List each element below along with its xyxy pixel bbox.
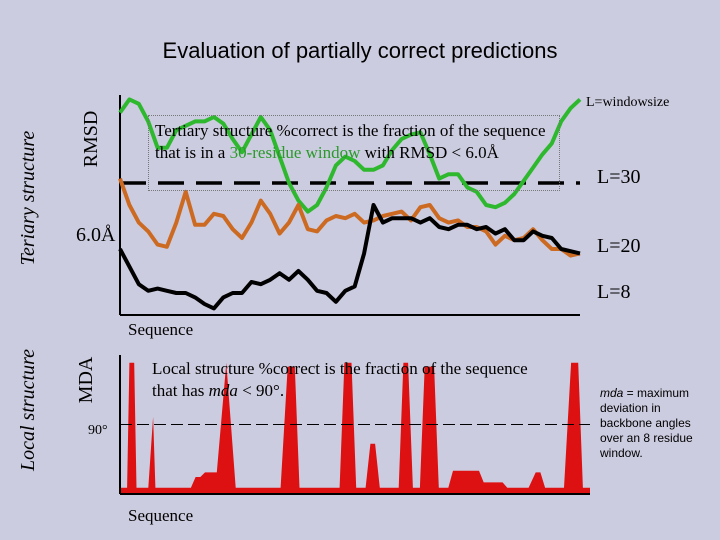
series-line-l-30	[118, 97, 582, 214]
x-axis-label-top: Sequence	[128, 320, 194, 339]
legend-l8: L=8	[597, 281, 631, 303]
tertiary-note-pre: Tertiary structure %correct is the fract…	[155, 121, 546, 162]
page-title: Evaluation of partially correct predicti…	[162, 38, 558, 63]
threshold-label-mda: 90°	[88, 423, 108, 438]
local-note-pre: Local structure %correct is the fraction…	[152, 359, 528, 400]
y-axis-label-mda: MDA	[75, 356, 97, 404]
y-axis-label-rmsd: RMSD	[80, 110, 102, 168]
legend-l30: L=30	[597, 166, 641, 188]
local-note-italic: mda	[208, 381, 238, 400]
mda-definition-term: mda	[600, 386, 624, 400]
tertiary-note-post: with RMSD < 6.0Å	[360, 143, 499, 162]
mda-definition: mda = maximum deviation in backbone angl…	[600, 386, 710, 461]
tertiary-note-highlight: 30-residue window	[229, 143, 361, 162]
legend-l20: L=20	[597, 235, 641, 257]
series-line-l-20	[118, 177, 581, 258]
local-note-post: < 90°.	[237, 381, 285, 400]
tertiary-note: Tertiary structure %correct is the fract…	[148, 115, 560, 191]
series-line-l-8	[118, 203, 581, 311]
x-axis-label-bottom: Sequence	[128, 506, 194, 525]
window-size-label: L=windowsize	[586, 95, 670, 110]
threshold-label-rmsd: 6.0Å	[76, 224, 116, 246]
mda-definition-text: = maximum deviation in backbone angles o…	[600, 386, 693, 460]
local-note: Local structure %correct is the fraction…	[152, 358, 557, 402]
mda-area	[120, 362, 590, 494]
